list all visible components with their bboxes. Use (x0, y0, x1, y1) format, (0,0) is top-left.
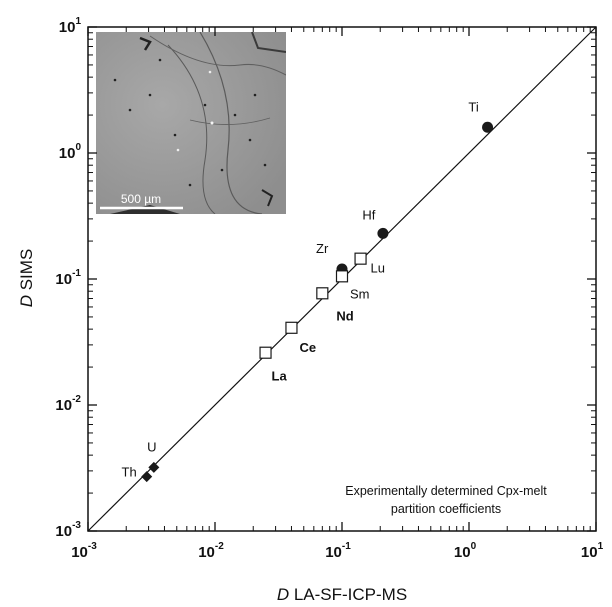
axis-tick-labels: 10-3 10-2 10-1 100 101 10-3 10-2 10-1 100 101 (55, 16, 603, 561)
point-label-ce: Ce (299, 340, 316, 355)
y-axis-title-symbol: D (17, 295, 36, 307)
data-points (141, 121, 494, 483)
y-tick-label: 10-1 (55, 268, 81, 288)
point-ce (285, 321, 298, 334)
point-label-sm: Sm (350, 286, 370, 301)
x-axis-title-symbol: D (277, 585, 289, 604)
inset-scale-bar-label: 500 µm (121, 192, 161, 206)
point-label-la: La (272, 369, 288, 384)
annotation-line-1: Experimentally determined Cpx-melt (345, 484, 547, 498)
y-tick-label: 10-3 (55, 520, 81, 540)
point-label-hf: Hf (362, 207, 375, 222)
y-tick-label: 10-2 (55, 394, 81, 414)
y-axis-title-text: SIMS (17, 249, 36, 295)
x-tick-label: 100 (454, 541, 477, 561)
annotation-line-2: partition coefficients (391, 502, 501, 516)
point-label-nd: Nd (336, 308, 353, 323)
x-tick-label: 101 (581, 541, 604, 561)
point-sm (335, 270, 349, 283)
x-axis-title: D LA-SF-ICP-MS (277, 585, 407, 604)
point-la (259, 346, 272, 359)
point-u (148, 461, 160, 473)
point-nd (316, 287, 329, 300)
point-label-ti: Ti (468, 99, 478, 114)
x-tick-label: 10-3 (71, 541, 97, 561)
point-label-lu: Lu (371, 261, 385, 276)
point-th (141, 471, 153, 483)
axis-ticks (87, 26, 597, 532)
y-tick-label: 100 (59, 142, 82, 162)
point-hf (377, 227, 389, 239)
point-ti (482, 121, 494, 133)
x-axis-title-text: LA-SF-ICP-MS (289, 585, 407, 604)
point-label-u: U (147, 439, 156, 454)
x-tick-label: 10-1 (325, 541, 351, 561)
y-tick-label: 101 (59, 16, 82, 36)
point-lu (354, 252, 367, 265)
point-label-zr: Zr (316, 241, 329, 256)
inset-micrograph: 500 µm (96, 32, 286, 214)
y-axis-title: D SIMS (17, 249, 36, 308)
point-label-th: Th (122, 465, 137, 480)
x-tick-label: 10-2 (198, 541, 224, 561)
